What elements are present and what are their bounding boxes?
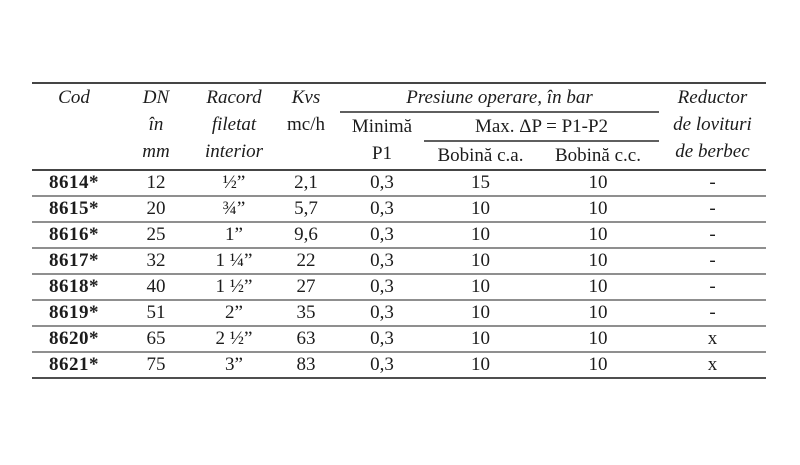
cell-bobina-cc: 10 bbox=[588, 250, 608, 271]
table-row: 8617* 32 1 ¼” 22 0,3 10 10 - bbox=[32, 248, 766, 274]
cell-bobina-cc: 10 bbox=[588, 302, 608, 323]
cell-racord: ½” bbox=[222, 172, 246, 193]
col-header-kvs: Kvs mc/h bbox=[272, 83, 340, 171]
header-row-2: Minimă P1 Max. ΔP = P1-P2 bbox=[32, 112, 766, 171]
cell-bobina-ca: 10 bbox=[471, 354, 490, 375]
cell-bobina-ca: 15 bbox=[471, 172, 490, 193]
cell-reductor: - bbox=[709, 172, 716, 193]
table-row: 8619* 51 2” 35 0,3 10 10 - bbox=[32, 300, 766, 326]
cell-bobina-ca: 10 bbox=[471, 328, 490, 349]
col-header-bobina-cc: Bobină c.c. bbox=[537, 141, 659, 171]
cell-racord: 1 ¼” bbox=[215, 250, 253, 271]
table-body: 8614* 12 ½” 2,1 0,3 15 10 - 8615* 20 ¾” … bbox=[32, 170, 766, 378]
cell-dn: 12 bbox=[146, 172, 166, 193]
cell-racord: ¾” bbox=[222, 198, 246, 219]
table-row: 8621* 75 3” 83 0,3 10 10 x bbox=[32, 352, 766, 378]
cell-racord: 2” bbox=[225, 302, 243, 323]
cell-cod: 8614* bbox=[49, 172, 99, 193]
col-header-dn: DN în mm bbox=[116, 83, 196, 171]
header-row-1: Cod DN în mm Racord filetat interior Kvs… bbox=[32, 83, 766, 171]
cell-p1-minima: 0,3 bbox=[370, 250, 394, 271]
cell-dn: 20 bbox=[146, 198, 166, 219]
cell-p1-minima: 0,3 bbox=[370, 198, 394, 219]
cell-p1-minima: 0,3 bbox=[370, 276, 394, 297]
cell-cod: 8618* bbox=[49, 276, 99, 297]
cell-reductor: - bbox=[709, 276, 716, 297]
table-row: 8620* 65 2 ½” 63 0,3 10 10 x bbox=[32, 326, 766, 352]
col-header-cod: Cod bbox=[32, 83, 116, 171]
cell-kvs: 83 bbox=[296, 354, 316, 375]
cell-cod: 8617* bbox=[49, 250, 99, 271]
col-header-reductor: Reductor de lovituri de berbec bbox=[659, 83, 766, 171]
cell-bobina-ca: 10 bbox=[471, 250, 490, 271]
cell-bobina-cc: 10 bbox=[588, 224, 608, 245]
table-row: 8616* 25 1” 9,6 0,3 10 10 - bbox=[32, 222, 766, 248]
cell-dn: 25 bbox=[146, 224, 166, 245]
cell-cod: 8619* bbox=[49, 302, 99, 323]
cell-racord: 1 ½” bbox=[215, 276, 253, 297]
cell-racord: 1” bbox=[225, 224, 243, 245]
cell-kvs: 27 bbox=[296, 276, 316, 297]
cell-p1-minima: 0,3 bbox=[370, 328, 394, 349]
cell-racord: 2 ½” bbox=[215, 328, 253, 349]
cell-cod: 8616* bbox=[49, 224, 99, 245]
cell-p1-minima: 0,3 bbox=[370, 302, 394, 323]
table-row: 8618* 40 1 ½” 27 0,3 10 10 - bbox=[32, 274, 766, 300]
cell-reductor: - bbox=[709, 198, 716, 219]
cell-cod: 8615* bbox=[49, 198, 99, 219]
cell-dn: 51 bbox=[146, 302, 166, 323]
col-header-cod-label: Cod bbox=[58, 87, 90, 108]
col-header-minima: Minimă P1 bbox=[340, 112, 424, 171]
cell-cod: 8621* bbox=[49, 354, 99, 375]
cell-cod: 8620* bbox=[49, 328, 99, 349]
cell-kvs: 2,1 bbox=[294, 172, 318, 193]
cell-p1-minima: 0,3 bbox=[370, 354, 394, 375]
table-row: 8614* 12 ½” 2,1 0,3 15 10 - bbox=[32, 170, 766, 196]
cell-dn: 65 bbox=[146, 328, 166, 349]
cell-dn: 40 bbox=[146, 276, 166, 297]
cell-dn: 32 bbox=[146, 250, 166, 271]
cell-reductor: x bbox=[707, 328, 718, 349]
cell-kvs: 35 bbox=[296, 302, 316, 323]
table-row: 8615* 20 ¾” 5,7 0,3 10 10 - bbox=[32, 196, 766, 222]
cell-reductor: - bbox=[709, 250, 716, 271]
cell-bobina-cc: 10 bbox=[588, 198, 608, 219]
group-header-presiune: Presiune operare, în bar bbox=[340, 83, 659, 113]
cell-reductor: - bbox=[709, 224, 716, 245]
cell-reductor: - bbox=[709, 302, 716, 323]
cell-bobina-ca: 10 bbox=[471, 302, 490, 323]
group-header-max-dp: Max. ΔP = P1-P2 bbox=[424, 112, 659, 142]
cell-bobina-cc: 10 bbox=[588, 276, 608, 297]
cell-bobina-ca: 10 bbox=[471, 276, 490, 297]
cell-p1-minima: 0,3 bbox=[370, 172, 394, 193]
cell-bobina-cc: 10 bbox=[588, 328, 608, 349]
header-row-3: Bobină c.a. Bobină c.c. bbox=[32, 141, 766, 171]
cell-kvs: 9,6 bbox=[294, 224, 318, 245]
cell-bobina-cc: 10 bbox=[588, 354, 608, 375]
cell-bobina-cc: 10 bbox=[588, 172, 608, 193]
cell-p1-minima: 0,3 bbox=[370, 224, 394, 245]
table-header: Cod DN în mm Racord filetat interior Kvs… bbox=[32, 83, 766, 171]
cell-reductor: x bbox=[707, 354, 718, 375]
cell-kvs: 22 bbox=[296, 250, 316, 271]
cell-kvs: 5,7 bbox=[294, 198, 318, 219]
spec-table: Cod DN în mm Racord filetat interior Kvs… bbox=[32, 82, 766, 379]
cell-dn: 75 bbox=[146, 354, 166, 375]
cell-bobina-ca: 10 bbox=[471, 198, 490, 219]
cell-racord: 3” bbox=[225, 354, 243, 375]
cell-bobina-ca: 10 bbox=[471, 224, 490, 245]
col-header-racord: Racord filetat interior bbox=[196, 83, 272, 171]
cell-kvs: 63 bbox=[296, 328, 316, 349]
col-header-bobina-ca: Bobină c.a. bbox=[424, 141, 537, 171]
